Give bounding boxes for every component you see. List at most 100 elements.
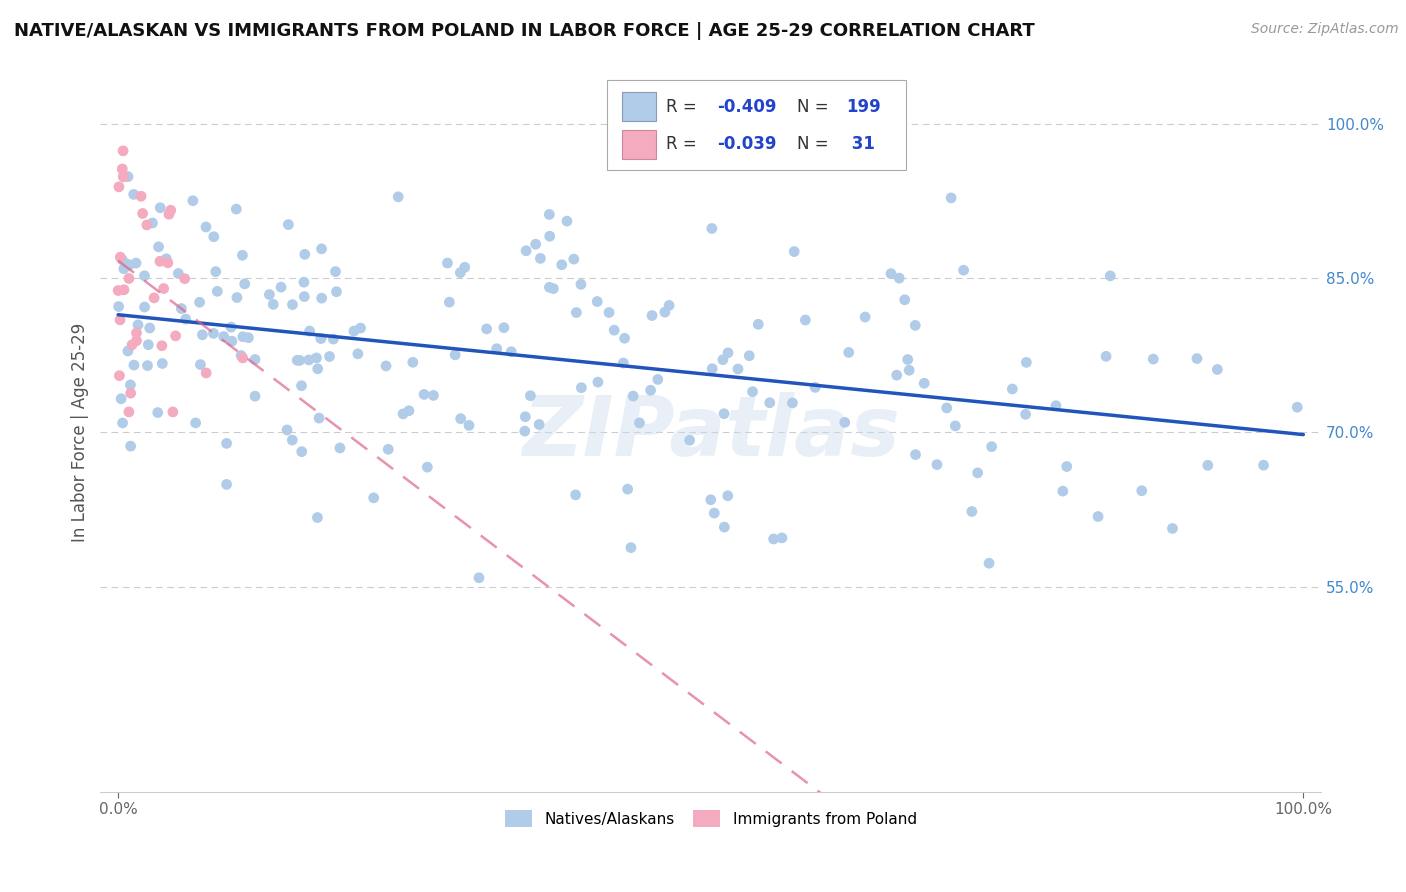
Point [713,520,735,534]
Point [889,271,911,285]
Point [108,368,131,383]
Point [107,300,129,314]
Point [1142,352,1164,367]
Point [207,285,229,299]
Point [195,366,218,380]
Point [454,260,477,275]
Point [387,190,409,204]
Point [233,277,256,291]
Point [108,179,131,194]
Point [538,207,561,221]
Point [191,327,214,342]
Point [413,387,436,401]
Point [717,489,740,503]
Point [658,298,681,312]
Point [363,491,385,505]
Point [747,318,769,332]
Point [156,256,179,270]
Point [538,229,561,244]
Point [181,194,204,208]
Point [121,338,143,352]
Point [173,271,195,285]
Point [770,531,793,545]
Point [159,203,181,218]
Point [762,532,785,546]
Text: N =: N = [797,136,830,153]
Point [276,423,298,437]
Point [243,352,266,367]
Point [262,297,284,311]
Point [375,359,398,373]
Point [134,300,156,314]
Point [565,305,588,319]
Point [925,458,948,472]
Point [111,252,134,267]
Text: R =: R = [665,98,696,116]
Point [117,343,139,358]
Point [713,407,735,421]
Point [288,353,311,368]
Point [853,310,876,324]
Point [1197,458,1219,473]
Point [349,321,371,335]
Point [641,309,664,323]
Point [125,334,148,348]
Point [621,389,644,403]
Point [952,263,974,277]
Point [307,510,329,524]
Text: N =: N = [797,98,830,116]
Point [586,294,609,309]
Point [654,305,676,319]
Point [152,281,174,295]
Point [118,258,141,272]
Point [325,264,347,278]
Text: 199: 199 [846,98,882,116]
Point [281,433,304,447]
Point [141,216,163,230]
Point [170,301,193,316]
Bar [621,129,655,159]
Point [127,318,149,332]
Point [717,346,740,360]
Point [291,444,314,458]
Point [112,283,135,297]
Point [294,247,316,261]
Point [1052,484,1074,499]
Point [612,356,634,370]
Point [727,362,749,376]
Point [143,291,166,305]
Point [897,352,920,367]
Point [616,482,638,496]
Point [149,201,172,215]
Point [1206,362,1229,376]
Point [564,488,586,502]
Point [515,244,537,258]
Point [118,405,141,419]
Point [1056,459,1078,474]
Point [562,252,585,266]
Point [598,305,620,319]
Point [309,331,332,345]
Point [838,345,860,359]
Point [980,440,1002,454]
Point [318,350,340,364]
Point [966,466,988,480]
Point [392,407,415,421]
Point [529,252,551,266]
Point [111,416,134,430]
Point [1087,509,1109,524]
Point [112,169,135,184]
Point [804,380,827,394]
Point [307,361,329,376]
Point [298,324,321,338]
Point [1014,407,1036,421]
Point [515,409,537,424]
Bar [621,93,655,121]
Point [758,395,780,409]
Point [149,254,172,268]
Point [122,358,145,372]
Point [174,312,197,326]
Point [603,323,626,337]
Point [519,389,541,403]
Point [402,355,425,369]
